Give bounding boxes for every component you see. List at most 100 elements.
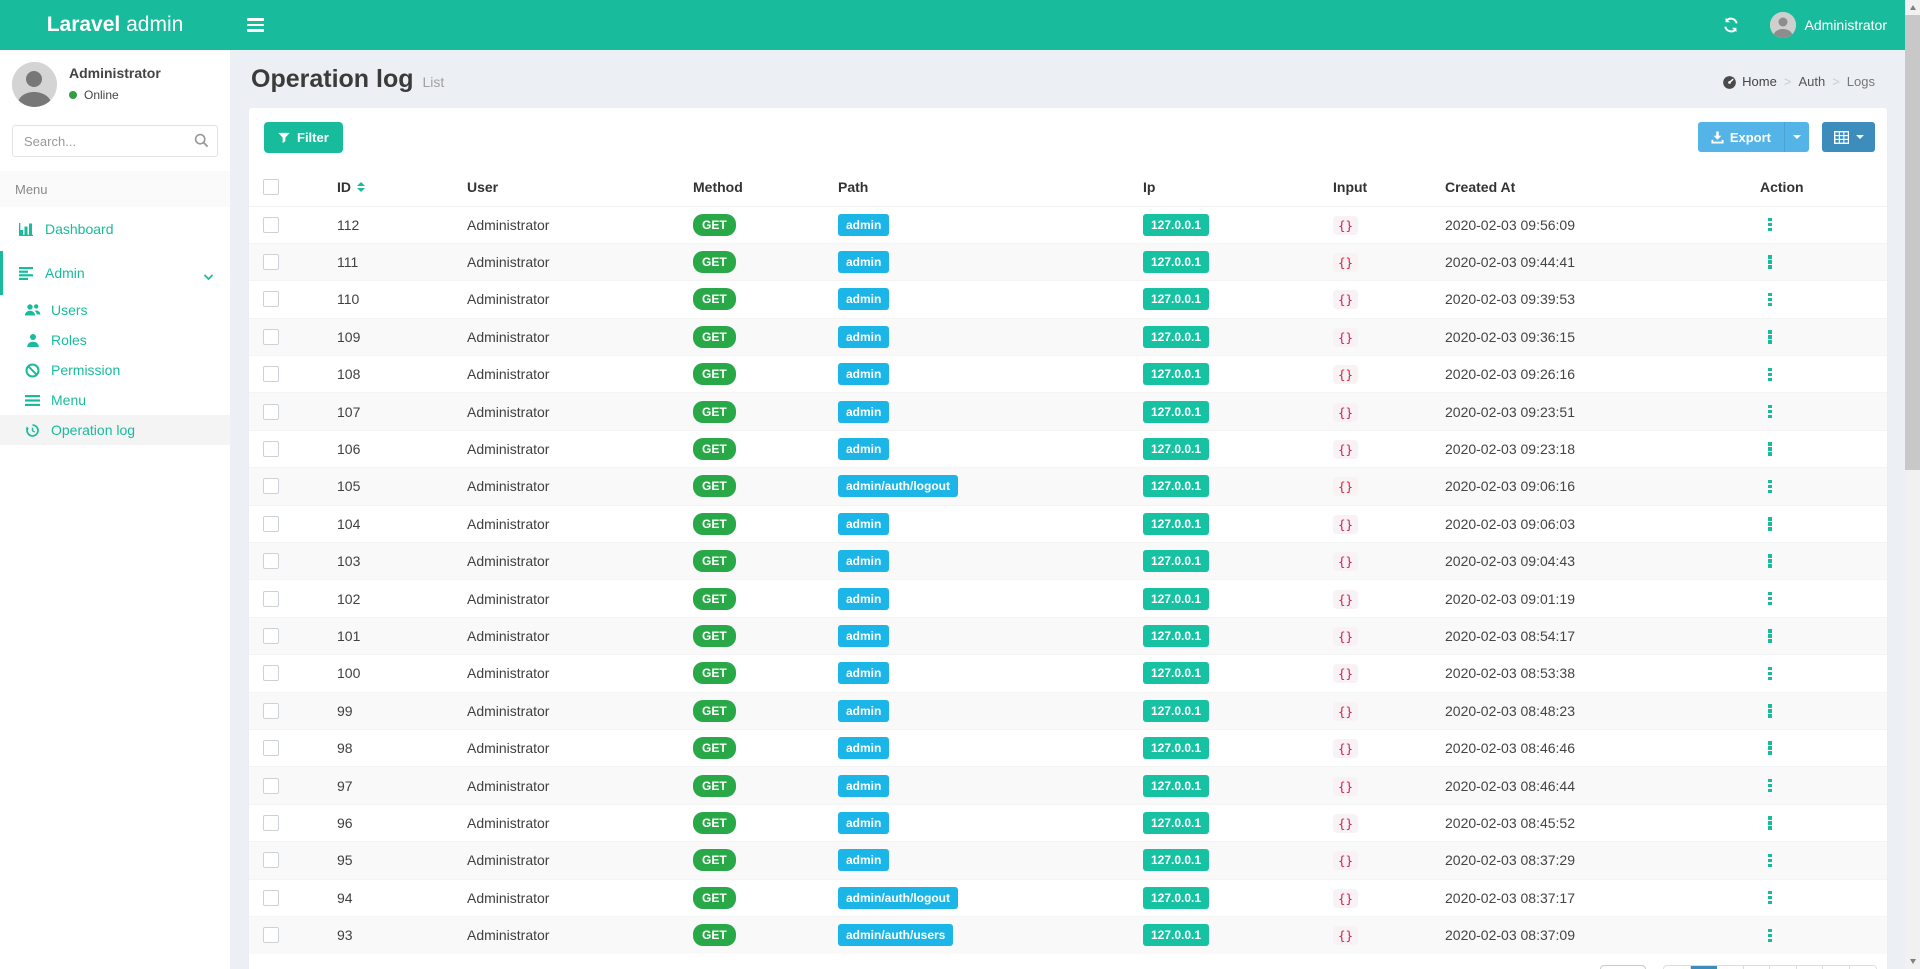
method-badge: GET bbox=[693, 475, 736, 498]
row-checkbox[interactable] bbox=[263, 665, 279, 682]
row-checkbox[interactable] bbox=[263, 814, 279, 831]
row-checkbox[interactable] bbox=[263, 254, 279, 271]
row-actions-menu-icon[interactable] bbox=[1768, 554, 1782, 568]
sidebar-item-menu[interactable]: Menu bbox=[0, 385, 230, 415]
pagination-page[interactable] bbox=[1770, 965, 1797, 969]
app-logo[interactable]: Laravel admin bbox=[0, 0, 230, 50]
row-checkbox[interactable] bbox=[263, 478, 279, 495]
column-header-id[interactable]: ID bbox=[337, 179, 451, 195]
row-checkbox[interactable] bbox=[263, 515, 279, 532]
column-selector-button[interactable] bbox=[1822, 122, 1875, 152]
row-checkbox[interactable] bbox=[263, 590, 279, 607]
row-checkbox[interactable] bbox=[263, 553, 279, 570]
cell-id: 105 bbox=[329, 467, 459, 506]
operation-log-table: ID User Method Path Ip Input Created At … bbox=[249, 168, 1887, 954]
pagination-page[interactable] bbox=[1823, 965, 1850, 969]
pagination-next[interactable] bbox=[1849, 965, 1876, 969]
row-actions-menu-icon[interactable] bbox=[1768, 255, 1782, 269]
row-actions-menu-icon[interactable] bbox=[1768, 217, 1782, 232]
breadcrumb-home[interactable]: Home bbox=[1742, 74, 1777, 89]
sidebar-item-label: Users bbox=[51, 302, 88, 318]
sidebar-toggle-icon[interactable] bbox=[230, 0, 280, 50]
sidebar-item-label: Menu bbox=[51, 392, 87, 408]
select-all-checkbox[interactable] bbox=[263, 178, 279, 195]
row-checkbox[interactable] bbox=[263, 927, 279, 944]
sidebar-search-input[interactable] bbox=[12, 125, 218, 157]
row-checkbox[interactable] bbox=[263, 441, 279, 458]
row-actions-menu-icon[interactable] bbox=[1768, 704, 1782, 718]
row-checkbox[interactable] bbox=[263, 702, 279, 719]
cell-id: 93 bbox=[329, 915, 459, 954]
path-badge: admin bbox=[838, 550, 890, 573]
user-menu[interactable]: Administrator bbox=[1764, 0, 1893, 50]
table-row: 102 Administrator GET admin 127.0.0.1 {}… bbox=[249, 579, 1887, 618]
table-row: 107 Administrator GET admin 127.0.0.1 {}… bbox=[249, 392, 1887, 431]
per-page-select[interactable] bbox=[1600, 964, 1646, 969]
row-checkbox[interactable] bbox=[263, 291, 279, 308]
row-checkbox[interactable] bbox=[263, 740, 279, 757]
vertical-scrollbar[interactable] bbox=[1905, 0, 1920, 969]
filter-button[interactable]: Filter bbox=[264, 122, 343, 153]
method-badge: GET bbox=[693, 849, 736, 872]
row-checkbox[interactable] bbox=[263, 852, 279, 869]
cell-id: 94 bbox=[329, 878, 459, 917]
row-actions-menu-icon[interactable] bbox=[1768, 816, 1782, 830]
sidebar-item-users[interactable]: Users bbox=[0, 295, 230, 325]
sidebar-item-operation-log[interactable]: Operation log bbox=[0, 415, 230, 445]
method-badge: GET bbox=[693, 251, 736, 274]
sidebar-item-permission[interactable]: Permission bbox=[0, 355, 230, 385]
sidebar-item-dashboard[interactable]: Dashboard bbox=[0, 207, 230, 251]
sidebar-item-roles[interactable]: Roles bbox=[0, 325, 230, 355]
sidebar-item-admin[interactable]: Admin bbox=[0, 251, 230, 295]
export-button[interactable]: Export bbox=[1697, 122, 1784, 152]
row-actions-menu-icon[interactable] bbox=[1768, 367, 1782, 381]
row-actions-menu-icon[interactable] bbox=[1768, 778, 1782, 793]
cell-id: 97 bbox=[329, 766, 459, 805]
cell-created-at: 2020-02-03 09:56:09 bbox=[1437, 205, 1752, 244]
row-actions-menu-icon[interactable] bbox=[1768, 741, 1782, 755]
brand-bold: Laravel bbox=[46, 13, 121, 36]
path-badge: admin bbox=[838, 400, 890, 423]
row-checkbox[interactable] bbox=[263, 328, 279, 345]
row-actions-menu-icon[interactable] bbox=[1768, 890, 1782, 905]
pagination-page[interactable] bbox=[1717, 965, 1744, 969]
row-checkbox[interactable] bbox=[263, 777, 279, 794]
pagination-page-active[interactable] bbox=[1690, 965, 1717, 969]
path-badge: admin/auth/logout bbox=[838, 886, 958, 909]
pagination-prev[interactable] bbox=[1664, 965, 1691, 969]
input-code: {} bbox=[1333, 402, 1359, 422]
row-actions-menu-icon[interactable] bbox=[1768, 292, 1782, 307]
refresh-icon[interactable] bbox=[1714, 0, 1748, 50]
pagination-page[interactable] bbox=[1743, 965, 1770, 969]
row-actions-menu-icon[interactable] bbox=[1768, 591, 1782, 606]
row-actions-menu-icon[interactable] bbox=[1768, 330, 1782, 344]
ip-badge: 127.0.0.1 bbox=[1143, 363, 1210, 386]
row-checkbox[interactable] bbox=[263, 889, 279, 906]
export-caret-button[interactable] bbox=[1784, 122, 1809, 152]
ip-badge: 127.0.0.1 bbox=[1143, 213, 1210, 236]
row-actions-menu-icon[interactable] bbox=[1768, 442, 1782, 456]
sort-icon[interactable] bbox=[357, 181, 365, 192]
row-actions-menu-icon[interactable] bbox=[1768, 928, 1782, 943]
row-checkbox[interactable] bbox=[263, 403, 279, 420]
row-checkbox[interactable] bbox=[263, 216, 279, 233]
row-checkbox[interactable] bbox=[263, 627, 279, 644]
row-actions-menu-icon[interactable] bbox=[1768, 666, 1782, 681]
breadcrumb-auth[interactable]: Auth bbox=[1798, 74, 1826, 89]
input-code: {} bbox=[1333, 477, 1359, 497]
pagination-page[interactable] bbox=[1796, 965, 1823, 969]
scroll-up-icon[interactable] bbox=[1905, 0, 1920, 15]
export-split-button[interactable]: Export bbox=[1697, 122, 1809, 152]
row-checkbox[interactable] bbox=[263, 366, 279, 383]
table-header-row: ID User Method Path Ip Input Created At … bbox=[249, 168, 1887, 207]
row-actions-menu-icon[interactable] bbox=[1768, 853, 1782, 868]
row-actions-menu-icon[interactable] bbox=[1768, 404, 1782, 419]
pagination[interactable] bbox=[1663, 964, 1877, 969]
scrollbar-thumb[interactable] bbox=[1905, 15, 1920, 470]
row-actions-menu-icon[interactable] bbox=[1768, 479, 1782, 494]
table-row: 97 Administrator GET admin 127.0.0.1 {} … bbox=[249, 766, 1887, 805]
scroll-down-icon[interactable] bbox=[1905, 954, 1920, 969]
search-icon[interactable] bbox=[194, 133, 209, 153]
row-actions-menu-icon[interactable] bbox=[1768, 517, 1782, 531]
row-actions-menu-icon[interactable] bbox=[1768, 629, 1782, 643]
